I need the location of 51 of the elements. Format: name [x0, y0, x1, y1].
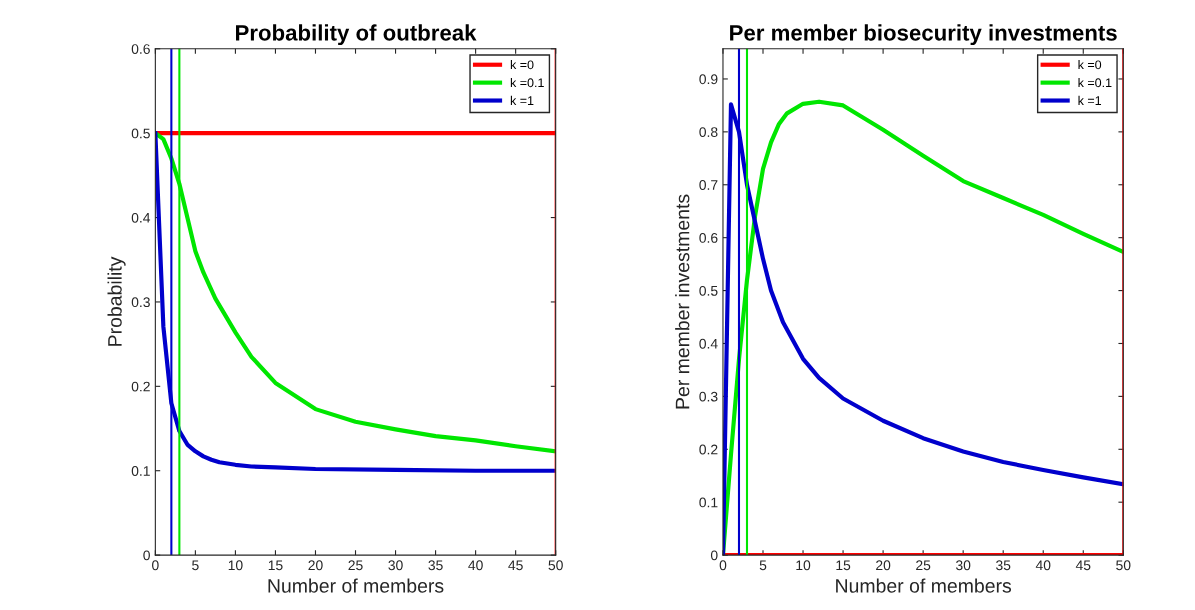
y-tick-label: 0.4 — [699, 338, 718, 349]
x-tick-label: 0 — [719, 560, 727, 571]
y-tick-label: 0.6 — [699, 233, 718, 243]
legend-label: k =1 — [1078, 95, 1102, 105]
legend-label: k =1 — [510, 95, 534, 105]
y-tick-label: 0.2 — [131, 381, 150, 392]
y-tick-label: 0.5 — [699, 285, 718, 296]
y-axis-title: Per member investments — [675, 194, 690, 409]
x-tick-label: 30 — [388, 560, 403, 571]
x-tick-label: 45 — [508, 560, 523, 571]
x-tick-label: 40 — [468, 560, 483, 571]
y-tick-label: 0.3 — [131, 297, 150, 308]
y-tick-label: 0.3 — [699, 391, 718, 402]
y-tick-label: 0 — [710, 550, 718, 561]
y-tick-label: 0.1 — [131, 466, 150, 476]
y-tick-label: 0.5 — [131, 128, 150, 139]
x-tick-label: 15 — [268, 560, 283, 571]
y-tick-label: 0.4 — [131, 212, 151, 223]
chart-title: Per member biosecurity investments — [730, 24, 1117, 46]
x-tick-label: 5 — [759, 560, 767, 571]
x-tick-label: 25 — [916, 560, 931, 571]
x-axis-title: Number of members — [268, 578, 444, 593]
y-tick-label: 0.1 — [699, 497, 718, 508]
x-tick-label: 20 — [308, 560, 323, 571]
legend-label: k =0 — [1078, 60, 1102, 70]
x-tick-label: 10 — [228, 560, 243, 571]
x-tick-label: 35 — [428, 560, 443, 571]
x-tick-label: 5 — [192, 560, 199, 571]
x-tick-label: 45 — [1075, 560, 1091, 571]
chart-title: Probability of outbreak — [236, 24, 477, 46]
y-tick-label: 0.9 — [699, 74, 718, 85]
x-tick-label: 15 — [836, 560, 851, 571]
x-tick-label: 50 — [1116, 560, 1131, 571]
y-axis-title: Probability — [107, 256, 126, 346]
x-tick-label: 40 — [1035, 560, 1051, 571]
x-axis-title: Number of members — [836, 578, 1012, 593]
y-tick-label: 0 — [143, 550, 150, 561]
x-tick-label: 30 — [955, 560, 971, 571]
y-tick-label: 0.2 — [699, 444, 718, 455]
legend-label: k =0.1 — [510, 77, 544, 88]
legend-label: k =0.1 — [1078, 77, 1112, 88]
x-tick-label: 0 — [152, 560, 159, 571]
y-tick-label: 0.8 — [699, 127, 718, 138]
legend-label: k =0 — [510, 60, 534, 70]
x-tick-label: 50 — [548, 560, 563, 571]
x-tick-label: 35 — [996, 560, 1011, 571]
x-tick-label: 25 — [348, 560, 363, 571]
y-tick-label: 0.7 — [699, 180, 718, 190]
y-tick-label: 0.6 — [131, 44, 150, 54]
x-tick-label: 10 — [796, 560, 811, 571]
x-tick-label: 20 — [876, 560, 891, 571]
